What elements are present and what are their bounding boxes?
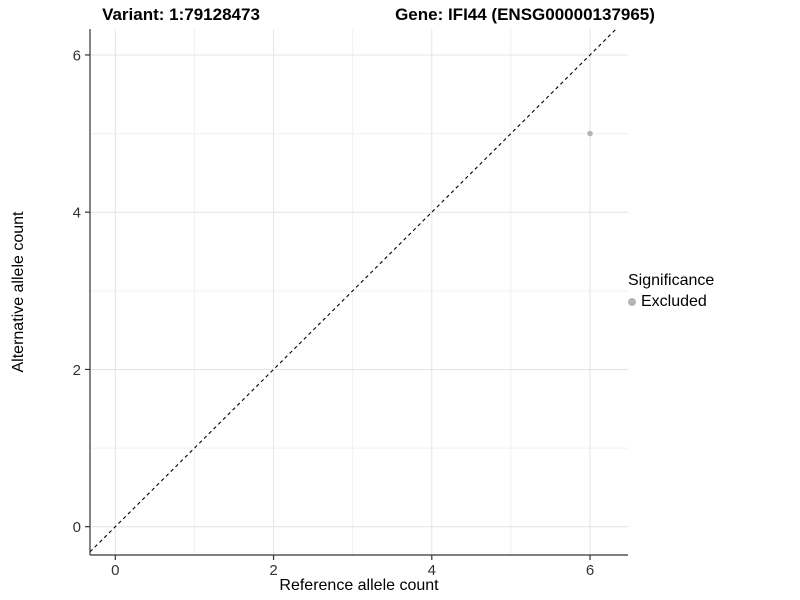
- legend-point-icon: [628, 298, 636, 306]
- x-tick-label: 0: [111, 562, 119, 579]
- x-tick-label: 6: [586, 562, 594, 579]
- x-tick-label: 4: [428, 562, 436, 579]
- legend-title: Significance: [628, 272, 715, 289]
- legend-entry-label: Excluded: [641, 293, 707, 310]
- legend-entry-excluded: Excluded: [628, 293, 714, 311]
- y-axis-title: Alternative allele count: [10, 211, 27, 373]
- plot-title-gene: Gene: IFI44 (ENSG00000137965): [395, 5, 655, 24]
- y-tick-label: 4: [73, 205, 81, 222]
- y-tick-label: 6: [73, 47, 81, 64]
- identity-line: [89, 28, 617, 553]
- data-point: [587, 130, 593, 137]
- y-tick-label: 2: [73, 362, 81, 379]
- legend: Significance Excluded: [628, 272, 714, 311]
- x-axis-title: Reference allele count: [279, 577, 439, 594]
- x-tick-label: 2: [269, 562, 277, 579]
- y-tick-label: 0: [73, 519, 81, 536]
- plot-title-variant: Variant: 1:79128473: [102, 5, 260, 24]
